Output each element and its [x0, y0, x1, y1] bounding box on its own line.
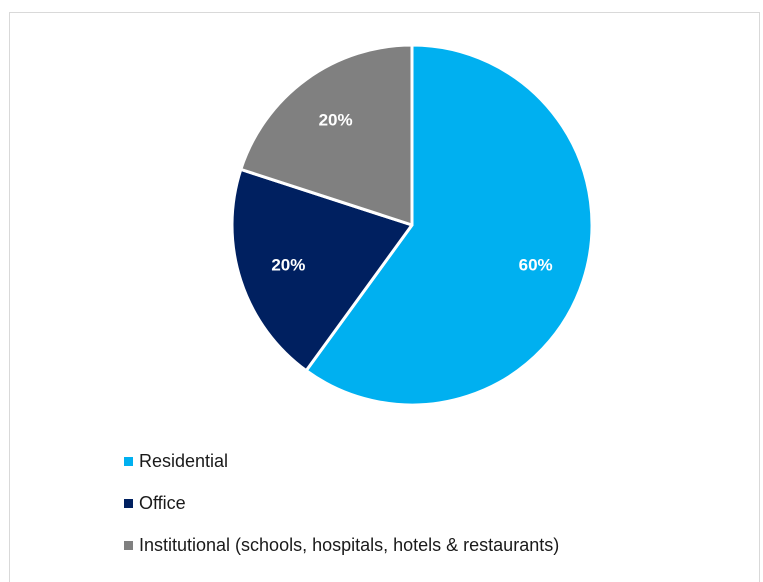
pie-labels: 60% 20% 20% [271, 110, 552, 274]
data-label-institutional: 20% [319, 110, 353, 129]
legend-item-institutional: Institutional (schools, hospitals, hotel… [124, 524, 559, 566]
pie-chart: 60% 20% 20% [230, 43, 594, 407]
data-label-residential: 60% [519, 256, 553, 275]
pie-slice-office [230, 167, 414, 373]
legend-item-office: Office [124, 482, 559, 524]
legend-swatch-office [124, 498, 133, 508]
legend-label-office: Office [139, 492, 186, 513]
legend-item-residential: Residential [124, 440, 559, 482]
legend-swatch-institutional [124, 540, 133, 550]
legend-label-residential: Residential [139, 450, 229, 471]
legend-label-institutional: Institutional (schools, hospitals, hotel… [139, 534, 560, 555]
legend: Residential Office Institutional (school… [124, 440, 559, 566]
pie-slice-institutional [239, 43, 414, 227]
legend-swatch-residential [124, 456, 133, 466]
pie-slice-residential [304, 43, 594, 407]
pie-slices [230, 43, 594, 407]
data-label-office: 20% [271, 256, 305, 275]
